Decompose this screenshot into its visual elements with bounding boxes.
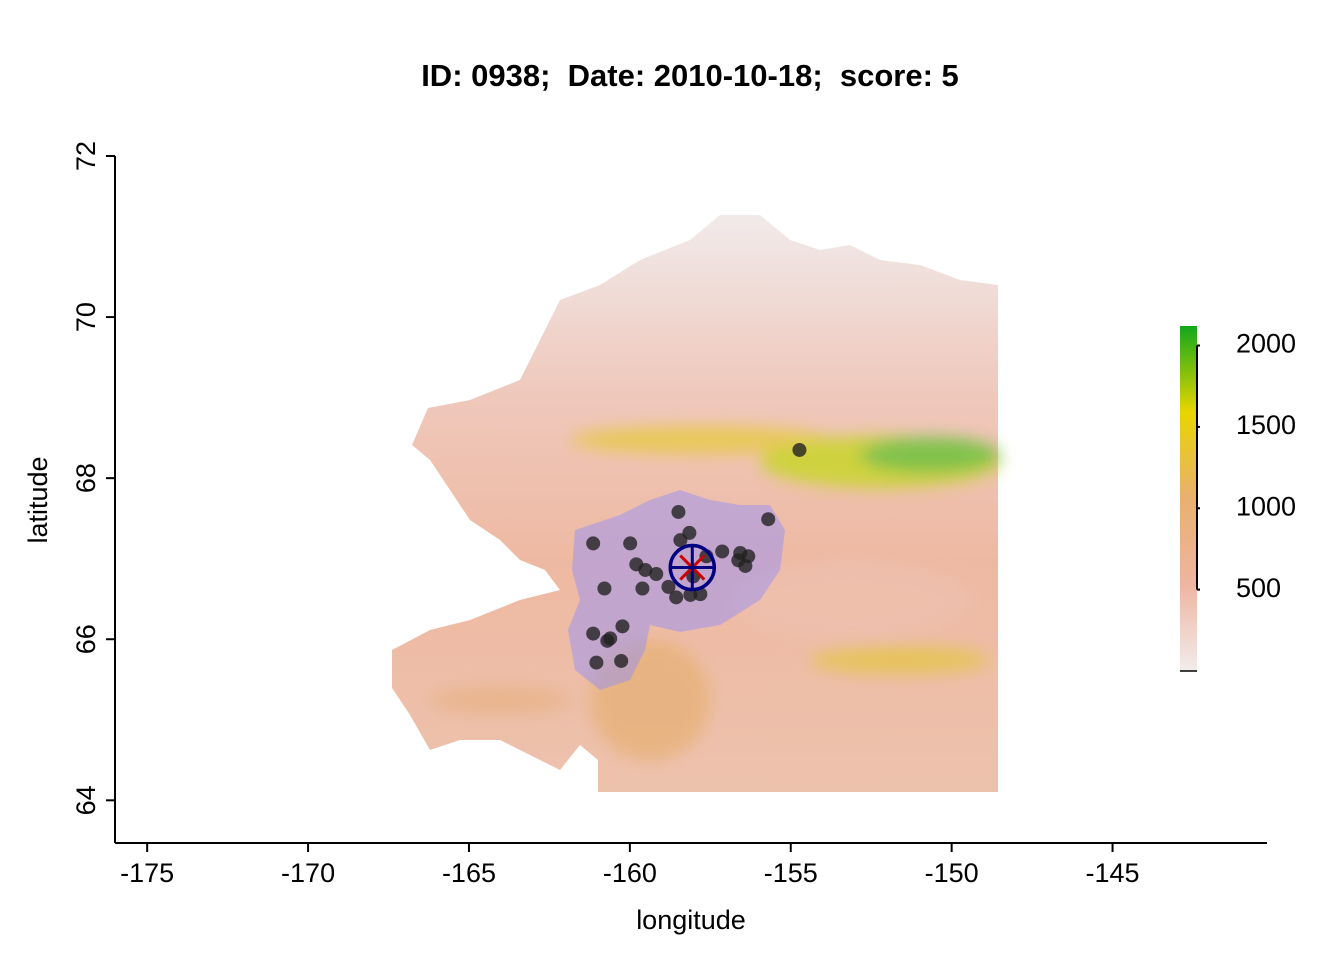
point xyxy=(603,631,618,646)
point xyxy=(638,562,653,577)
x-tick-label: -150 xyxy=(925,858,979,888)
colorbar-tick-label: 1000 xyxy=(1236,491,1296,521)
point xyxy=(615,619,630,634)
point xyxy=(671,504,686,519)
point xyxy=(715,544,730,559)
point xyxy=(614,653,629,668)
point xyxy=(589,655,604,670)
y-axis-label: latitude xyxy=(23,456,53,543)
center-marker xyxy=(668,543,717,592)
x-tick-label: -170 xyxy=(281,858,335,888)
density-region xyxy=(568,490,785,690)
x-tick-label: -145 xyxy=(1086,858,1140,888)
point xyxy=(761,512,776,527)
x-tick-label: -155 xyxy=(764,858,818,888)
y-tick-label: 64 xyxy=(71,785,101,815)
colorbar-tick-label: 2000 xyxy=(1236,329,1296,359)
x-axis-label: longitude xyxy=(636,905,746,935)
y-tick-label: 66 xyxy=(71,624,101,654)
y-tick-label: 70 xyxy=(71,302,101,332)
point xyxy=(649,566,664,581)
point xyxy=(682,525,697,540)
x-tick-label: -175 xyxy=(120,858,174,888)
terrain xyxy=(392,215,1000,792)
x-tick-label: -165 xyxy=(442,858,496,888)
y-tick-label: 68 xyxy=(71,463,101,493)
colorbar-tick-label: 500 xyxy=(1236,573,1281,603)
point xyxy=(597,581,612,596)
point xyxy=(635,581,650,596)
point xyxy=(741,549,756,564)
point xyxy=(683,587,698,602)
point xyxy=(792,442,807,457)
chart-title: ID: 0938; Date: 2010-10-18; score: 5 xyxy=(421,58,959,93)
colorbar-tick-label: 1500 xyxy=(1236,410,1296,440)
point xyxy=(586,626,601,641)
y-tick-label: 72 xyxy=(71,141,101,171)
point xyxy=(669,590,684,605)
colorbar xyxy=(1180,326,1197,671)
point xyxy=(661,579,676,594)
point xyxy=(586,536,601,551)
x-tick-label: -160 xyxy=(603,858,657,888)
point xyxy=(623,536,638,551)
